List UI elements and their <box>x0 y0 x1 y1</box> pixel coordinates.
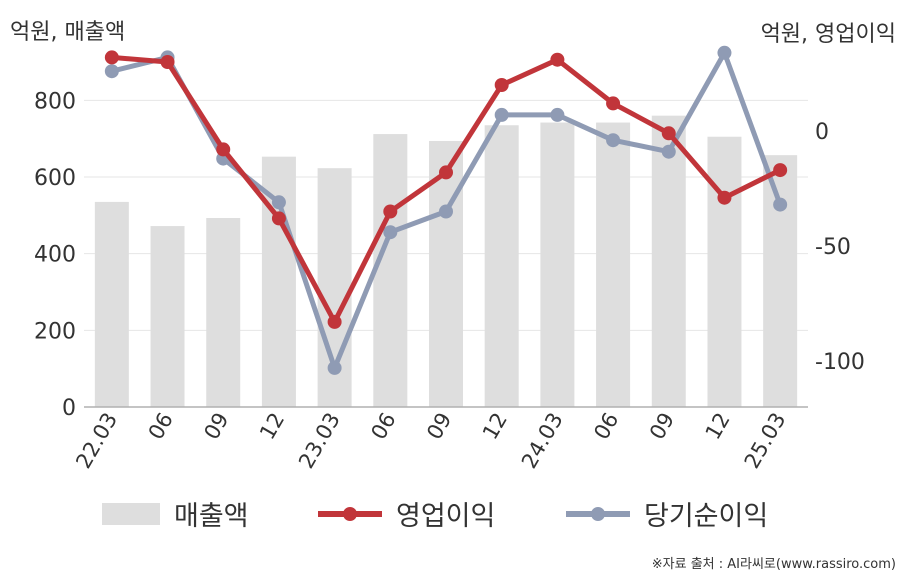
left-tick-label: 800 <box>34 89 76 114</box>
bar-sales <box>763 155 798 407</box>
x-tick-label: 09 <box>422 409 456 444</box>
bar-sales <box>707 136 742 407</box>
bar-sales <box>484 125 519 407</box>
legend-label-net-income: 당기순이익 <box>644 501 769 532</box>
point-net-income <box>550 107 565 122</box>
point-operating-profit <box>661 126 676 141</box>
x-tick-label: 09 <box>199 409 233 444</box>
bar-sales <box>540 122 575 408</box>
point-net-income <box>661 144 676 159</box>
bar-sales <box>429 140 463 407</box>
x-tick-label: 24.03 <box>517 409 568 473</box>
point-net-income <box>327 360 342 375</box>
x-tick-label: 22.03 <box>71 409 122 473</box>
x-tick-label: 06 <box>589 409 623 444</box>
point-net-income <box>104 64 119 79</box>
point-operating-profit <box>494 78 509 92</box>
point-operating-profit <box>439 165 453 180</box>
legend-label-operating-profit: 영업이익 <box>396 501 496 532</box>
right-tick-label: -100 <box>815 350 865 375</box>
left-tick-label: 200 <box>34 319 76 344</box>
right-tick-label: 0 <box>815 120 829 145</box>
x-tick-label: 12 <box>701 409 735 444</box>
point-operating-profit <box>271 211 286 226</box>
x-tick-label: 06 <box>366 409 400 444</box>
legend-label-sales: 매출액 <box>174 501 249 532</box>
left-tick-label: 400 <box>34 243 76 268</box>
point-operating-profit <box>216 142 231 157</box>
point-operating-profit <box>773 163 788 178</box>
point-operating-profit <box>327 314 342 329</box>
legend-swatch-line-blue <box>566 506 630 521</box>
point-operating-profit <box>717 190 732 205</box>
point-net-income <box>383 225 398 240</box>
point-operating-profit <box>160 55 175 69</box>
x-tick-label: 09 <box>645 409 679 444</box>
point-net-income <box>271 195 286 210</box>
point-net-income <box>606 133 621 148</box>
right-tick-label: -50 <box>815 235 851 260</box>
legend-swatch-bar <box>102 502 160 525</box>
legend: 매출액 영업이익 당기순이익 <box>0 494 908 534</box>
bar-sales <box>150 226 185 407</box>
x-tick-label: 12 <box>255 409 289 444</box>
x-tick-label: 25.03 <box>740 409 791 473</box>
legend-item-operating-profit: 영업이익 <box>318 494 495 533</box>
point-operating-profit <box>606 96 621 111</box>
legend-item-net-income: 당기순이익 <box>566 494 768 533</box>
x-tick-label: 06 <box>144 409 178 444</box>
x-tick-label: 23.03 <box>294 409 345 473</box>
point-operating-profit <box>383 204 398 219</box>
bar-sales <box>373 134 408 408</box>
bar-sales <box>94 201 129 407</box>
left-tick-label: 0 <box>62 396 76 421</box>
point-net-income <box>494 107 509 122</box>
bar-sales <box>206 218 241 407</box>
left-axis-unit: 억원, 매출액 <box>10 20 126 45</box>
bar-sales <box>651 115 686 408</box>
bar-sales <box>596 122 631 408</box>
point-net-income <box>439 204 453 219</box>
point-operating-profit <box>104 50 119 65</box>
right-axis-unit: 억원, 영업이익 <box>760 22 896 47</box>
source-note: ※자료 출처 : AI라씨로(www.rassiro.com) <box>651 557 896 572</box>
x-tick-label: 12 <box>478 409 512 444</box>
left-tick-label: 600 <box>34 166 76 191</box>
legend-swatch-line-red <box>318 506 382 521</box>
point-net-income <box>773 197 788 212</box>
legend-item-sales: 매출액 <box>102 494 249 533</box>
point-net-income <box>717 45 732 60</box>
point-operating-profit <box>550 52 565 67</box>
